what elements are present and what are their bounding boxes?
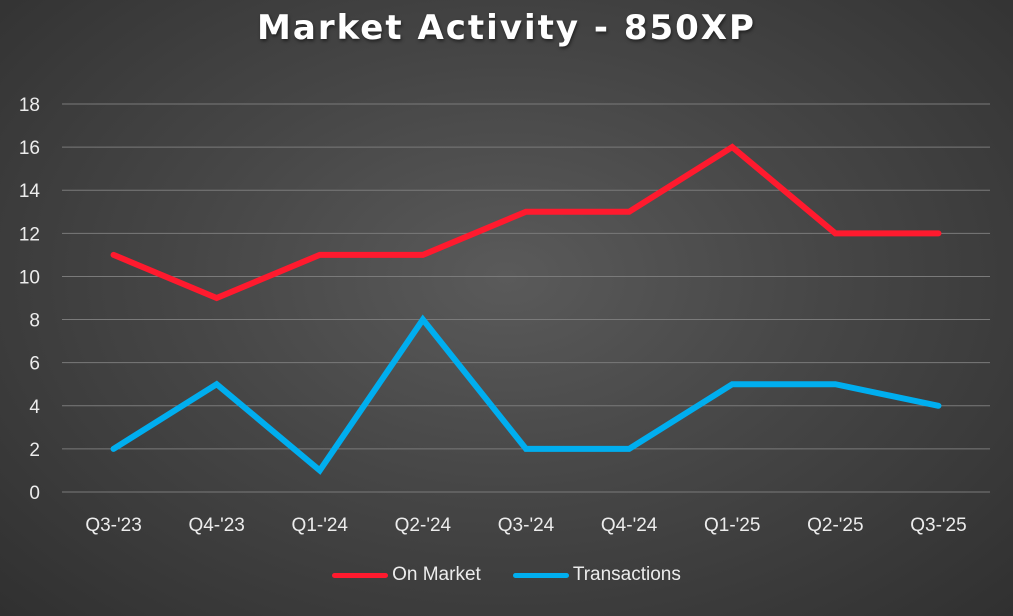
legend-swatch-transactions <box>512 572 569 578</box>
y-tick-label: 14 <box>19 181 41 202</box>
chart-legend: On Market Transactions <box>0 564 1013 586</box>
y-tick-label: 6 <box>29 354 40 375</box>
series-line-on-market <box>110 143 942 302</box>
x-tick-label: Q1-'25 <box>704 515 760 536</box>
y-tick-label: 10 <box>19 267 40 288</box>
y-tick-label: 18 <box>19 95 40 116</box>
x-tick-label: Q2-'24 <box>395 515 452 536</box>
y-tick-label: 2 <box>29 440 40 461</box>
legend-label-on-market: On Market <box>392 564 481 585</box>
legend-swatch-on-market <box>332 572 389 578</box>
x-tick-label: Q1-'24 <box>292 515 349 536</box>
x-tick-label: Q4-'24 <box>601 515 658 536</box>
x-tick-label: Q4-'23 <box>188 515 244 536</box>
series-line-transactions <box>110 314 942 475</box>
y-tick-label: 0 <box>29 483 40 504</box>
x-tick-label: Q3-'25 <box>910 515 966 536</box>
x-tick-label: Q3-'24 <box>498 515 555 536</box>
legend-item-transactions: Transactions <box>512 564 681 586</box>
legend-label-transactions: Transactions <box>572 564 681 585</box>
y-tick-label: 4 <box>29 397 40 418</box>
x-tick-label: Q3-'23 <box>85 515 141 536</box>
y-tick-label: 8 <box>29 311 40 332</box>
x-tick-label: Q2-'25 <box>807 515 863 536</box>
y-tick-label: 16 <box>19 138 40 159</box>
legend-item-on-market: On Market <box>332 564 481 586</box>
y-tick-label: 12 <box>19 224 40 245</box>
chart-title: Market Activity - 850XP <box>257 8 756 48</box>
